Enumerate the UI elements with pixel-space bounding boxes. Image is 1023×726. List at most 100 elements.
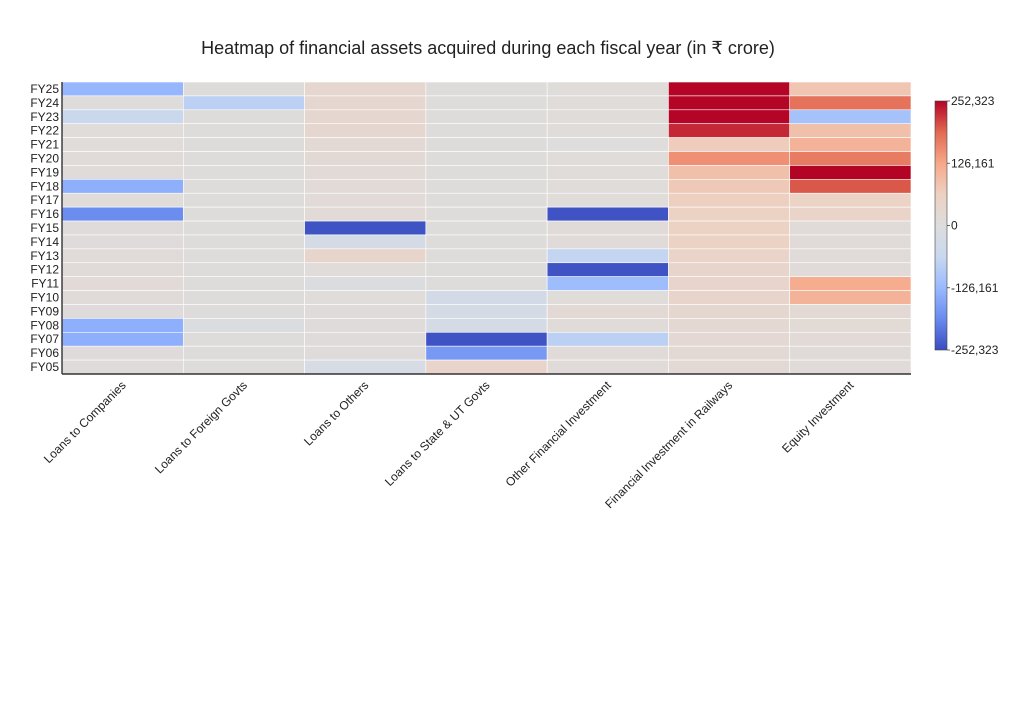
colorbar: 252,323 126,161 0 -126,161 -252,323 — [934, 94, 999, 357]
heatmap-cell — [61, 151, 184, 166]
heatmap-cell — [304, 109, 427, 125]
x-tick-label: Equity Investment — [779, 378, 857, 456]
heatmap-cell — [668, 220, 791, 236]
heatmap-cell — [546, 179, 669, 194]
heatmap-cell — [668, 179, 791, 194]
heatmap-cell — [182, 290, 305, 305]
heatmap-cell — [425, 234, 548, 250]
heatmap-cell — [61, 248, 184, 264]
heatmap-cell — [789, 345, 912, 361]
heatmap-cell — [182, 359, 305, 375]
heatmap-cell — [182, 248, 305, 264]
heatmap-cell — [182, 331, 305, 347]
heatmap-cell — [61, 359, 184, 375]
heatmap-cell — [425, 331, 548, 347]
heatmap-cell — [668, 206, 791, 222]
y-tick-labels: FY25FY24FY23FY22FY21FY20FY19FY18FY17FY16… — [30, 82, 59, 374]
heatmap-cell — [61, 304, 184, 319]
heatmap-cell — [304, 123, 427, 138]
heatmap-cell — [304, 179, 427, 194]
heatmap-cell — [425, 109, 548, 125]
heatmap-cell — [61, 331, 184, 347]
heatmap-cell — [668, 81, 791, 97]
y-tick-label: FY19 — [30, 165, 59, 179]
heatmap-cell — [668, 262, 791, 277]
heatmap-cell — [182, 179, 305, 194]
heatmap-cell — [668, 304, 791, 319]
heatmap-cell — [789, 331, 912, 347]
heatmap-cell — [546, 248, 669, 264]
x-tick-label: Other Financial Investment — [503, 378, 615, 490]
heatmap-cell — [425, 262, 548, 277]
heatmap-cell — [304, 81, 427, 97]
x-tick-label: Loans to State & UT Govts — [382, 378, 493, 489]
heatmap-cell — [61, 276, 184, 291]
colorbar-gradient — [934, 100, 948, 351]
heatmap-cell — [425, 137, 548, 152]
heatmap-cell — [182, 165, 305, 180]
heatmap-cell — [546, 318, 669, 333]
heatmap-cell — [546, 109, 669, 125]
colorbar-tick-label: -126,161 — [951, 281, 999, 295]
heatmap-cell — [789, 318, 912, 333]
heatmap-cell — [668, 318, 791, 333]
heatmap-cell — [61, 262, 184, 277]
heatmap-cell — [425, 318, 548, 333]
heatmap-cell — [304, 345, 427, 361]
heatmap-cell — [425, 359, 548, 375]
colorbar-tick-label: -252,323 — [951, 343, 999, 357]
heatmap-cell — [304, 290, 427, 305]
heatmap-cell — [789, 81, 912, 97]
heatmap-cell — [182, 345, 305, 361]
heatmap-cell — [546, 165, 669, 180]
heatmap-cell — [668, 165, 791, 180]
colorbar-tick-label: 252,323 — [951, 94, 995, 108]
heatmap-cell — [546, 81, 669, 97]
heatmap-cell — [61, 206, 184, 222]
heatmap-cell — [425, 220, 548, 236]
heatmap-cell — [546, 192, 669, 208]
heatmap-cell — [789, 192, 912, 208]
heatmap-cell — [546, 262, 669, 277]
heatmap-cell — [182, 304, 305, 319]
y-tick-label: FY07 — [30, 332, 59, 346]
heatmap-cell — [425, 206, 548, 222]
y-tick-label: FY05 — [30, 360, 59, 374]
heatmap-cell — [789, 109, 912, 125]
y-tick-label: FY15 — [30, 221, 59, 235]
heatmap-cell — [789, 359, 912, 375]
heatmap-cell — [304, 318, 427, 333]
heatmap-cell — [182, 109, 305, 125]
heatmap-cell — [789, 262, 912, 277]
heatmap-cell — [61, 109, 184, 125]
heatmap-cell — [546, 345, 669, 361]
heatmap-cell — [546, 137, 669, 152]
heatmap-cell — [304, 276, 427, 291]
y-tick-label: FY12 — [30, 263, 59, 277]
heatmap-cell — [789, 179, 912, 194]
heatmap-cell — [546, 151, 669, 166]
heatmap-cell — [668, 345, 791, 361]
heatmap-cell — [789, 137, 912, 152]
y-tick-label: FY17 — [30, 193, 59, 207]
y-tick-label: FY14 — [30, 235, 59, 249]
heatmap-cell — [546, 206, 669, 222]
heatmap-cell — [182, 234, 305, 250]
heatmap-cell — [61, 81, 184, 97]
heatmap-cell — [668, 151, 791, 166]
heatmap-cell — [668, 234, 791, 250]
heatmap-cell — [61, 345, 184, 361]
heatmap-cell — [182, 262, 305, 277]
heatmap-cell — [182, 318, 305, 333]
colorbar-tick-label: 126,161 — [951, 156, 995, 170]
heatmap-cell — [182, 151, 305, 166]
heatmap-cell — [182, 123, 305, 138]
heatmap-cell — [668, 331, 791, 347]
heatmap-cell — [668, 248, 791, 264]
heatmap-cell — [61, 165, 184, 180]
y-tick-label: FY06 — [30, 346, 59, 360]
heatmap-cell — [789, 220, 912, 236]
y-tick-label: FY25 — [30, 82, 59, 96]
chart-title: Heatmap of financial assets acquired dur… — [201, 38, 775, 58]
heatmap-cell — [61, 220, 184, 236]
